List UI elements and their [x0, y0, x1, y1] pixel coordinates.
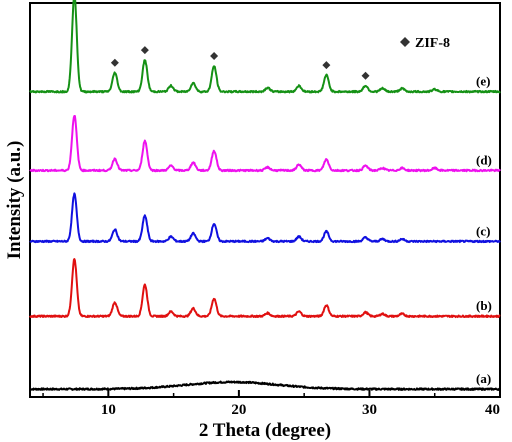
- plot-frame: [29, 2, 501, 398]
- series-line-c: [29, 192, 501, 244]
- series-label-c: (c): [476, 223, 490, 238]
- curve-labels: (a) (b) (c) (d) (e): [476, 74, 492, 386]
- zif8-diamond-icon: [210, 52, 219, 61]
- curves: [29, 0, 501, 391]
- legend-diamond-icon: [400, 37, 410, 47]
- series-label-e: (e): [476, 74, 490, 89]
- x-tick-label: 30: [362, 402, 377, 418]
- zif8-markers: [110, 46, 370, 80]
- series-line-a: [29, 380, 501, 391]
- x-ticks: 10 20 30 40: [42, 390, 501, 418]
- x-tick-label: 10: [101, 402, 116, 418]
- series-label-a: (a): [476, 371, 491, 386]
- legend-label: ZIF-8: [415, 36, 450, 51]
- series-line-e: [29, 0, 501, 94]
- x-axis-title: 2 Theta (degree): [199, 420, 331, 441]
- series-line-b: [29, 258, 501, 319]
- legend: ZIF-8: [400, 36, 450, 51]
- series-line-d: [29, 114, 501, 173]
- series-label-b: (b): [476, 298, 492, 313]
- zif8-diamond-icon: [110, 58, 119, 67]
- x-tick-label: 40: [485, 402, 500, 418]
- zif8-diamond-icon: [361, 71, 370, 80]
- series-label-d: (d): [476, 152, 492, 167]
- zif8-diamond-icon: [322, 61, 331, 70]
- y-axis-title: Intensity (a.u.): [4, 141, 25, 260]
- zif8-diamond-icon: [140, 46, 149, 55]
- x-tick-label: 20: [231, 402, 246, 418]
